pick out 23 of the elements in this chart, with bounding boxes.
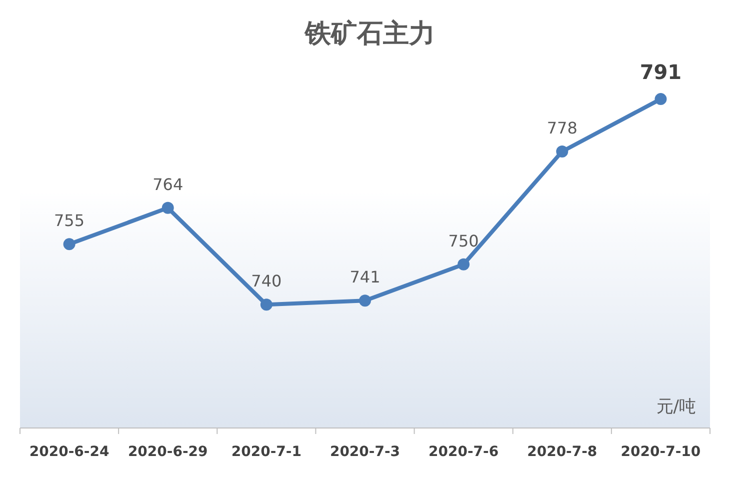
x-tick-label: 2020-6-24 xyxy=(29,444,110,460)
data-label: 764 xyxy=(152,174,184,194)
point xyxy=(260,298,272,311)
text: 元/吨 xyxy=(656,397,696,417)
chart-title: 铁矿石主力 xyxy=(304,19,435,49)
data-label: 755 xyxy=(54,211,85,230)
point xyxy=(556,145,568,158)
point xyxy=(458,258,470,270)
data-label: 778 xyxy=(546,118,578,138)
data-label: 741 xyxy=(350,268,380,287)
point xyxy=(359,294,371,307)
data-label: 791 xyxy=(640,60,682,84)
point xyxy=(654,93,667,106)
x-tick-label: 2020-7-3 xyxy=(330,444,400,460)
x-tick-label: 2020-7-10 xyxy=(620,444,701,460)
x-tick-label: 2020-7-6 xyxy=(428,444,499,460)
point xyxy=(63,238,76,250)
data-label: 750 xyxy=(448,231,479,250)
data-label: 740 xyxy=(251,272,282,291)
x-tick-label: 2020-6-29 xyxy=(128,444,208,460)
point xyxy=(162,202,174,214)
x-tick-label: 2020-7-8 xyxy=(527,444,598,460)
x-tick-label: 2020-7-1 xyxy=(231,444,302,460)
